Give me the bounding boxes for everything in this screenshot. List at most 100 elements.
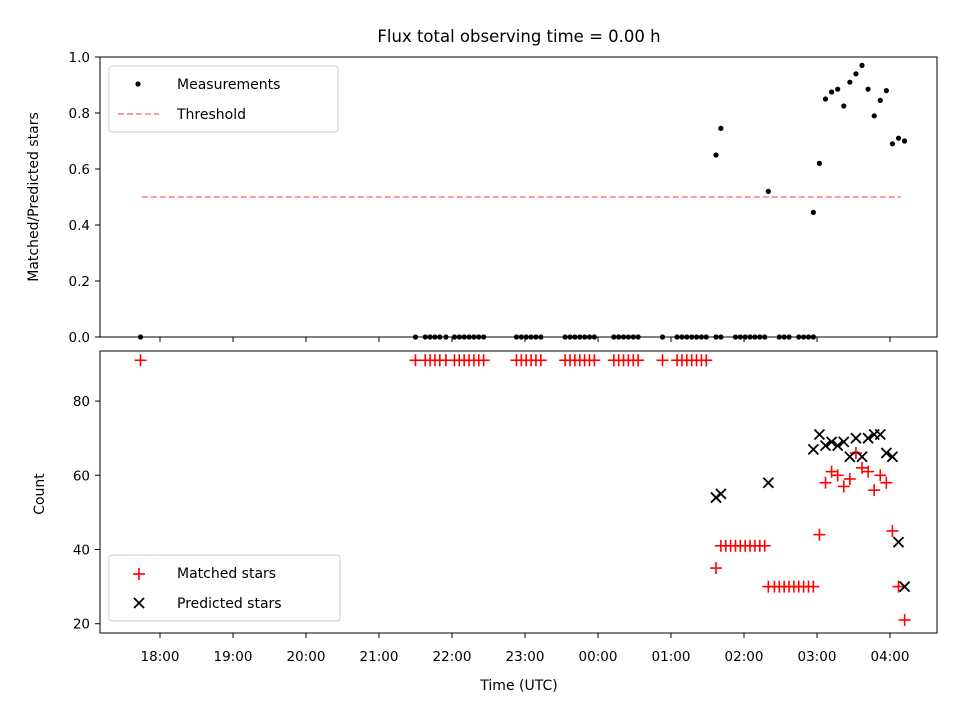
count-x-tick-label: 03:00 [798,649,837,665]
measurement-point [762,334,768,340]
matched-star-point [813,528,826,541]
count-panel-frame [99,350,938,634]
measurement-point [533,334,539,340]
ratio-legend-box [108,65,339,133]
measurement-point [591,334,597,340]
measurement-point [877,97,883,103]
measurement-point [816,160,823,166]
predicted-star-point [838,436,850,448]
matched-star-point [710,562,723,575]
matched-star-point [656,354,669,367]
measurement-point [822,96,829,102]
measurement-point [616,334,622,340]
count-x-tick-label: 21:00 [360,649,399,665]
legend-measurements-label: Measurements [177,77,280,93]
x-axis-label: Time (UTC) [479,678,557,694]
matched-star-point [868,484,881,497]
measurement-point [805,334,812,340]
matched-star-point [477,354,490,367]
measurement-point [471,334,477,340]
measurement-point [742,334,748,340]
predicted-star-point [819,439,832,452]
predicted-star-point [715,488,727,500]
measurement-point [572,334,578,340]
ratio-y-tick-label: 0.0 [69,330,90,346]
measurement-point [659,334,666,340]
measurement-point [841,103,847,109]
predicted-star-point [813,428,826,441]
measurement-point [765,188,771,194]
matched-star-point [831,469,844,482]
measurement-point [713,334,719,340]
ratio-y-tick-label: 1.0 [69,50,90,66]
measurement-point [674,334,680,340]
matched-star-point [819,476,832,489]
measurement-point [859,62,865,68]
count-x-ticks: 18:00 19:00 20:00 21:00 22:00 23:00 00:00 01:00… [141,633,909,665]
predicted-stars-series [710,428,911,593]
measurement-point [481,334,487,340]
measurement-point [586,334,593,340]
measurement-point [443,334,449,340]
measurement-point [625,334,632,340]
predicted-star-point [886,451,899,463]
matched-star-point [886,524,899,537]
ratio-y-ticks: 0.0 0.2 0.4 0.6 0.8 1.0 [69,50,100,346]
ratio-y-tick-label: 0.4 [69,218,90,234]
measurement-point [679,334,685,340]
measurement-point [847,79,853,85]
measurement-point [698,334,705,340]
measurement-point [476,334,482,340]
measurement-point [562,334,568,340]
predicted-star-point [832,439,844,452]
matched-star-point [862,465,875,478]
count-x-tick-label: 02:00 [725,649,764,665]
ratio-y-tick-label: 0.8 [69,106,90,122]
count-x-tick-label: 01:00 [652,649,691,665]
measurement-point [437,334,443,340]
matched-star-point [825,465,838,478]
measurement-point [523,334,529,340]
measurement-point [718,334,724,340]
measurement-point [713,152,719,158]
matched-star-point [758,539,771,552]
predicted-star-point [825,436,838,448]
measurement-point [757,334,763,340]
predicted-star-point [880,447,892,459]
count-y-axis-label: Count [32,473,48,515]
ratio-y-tick-label: 0.6 [69,162,90,178]
matched-star-point [843,473,856,486]
measurement-point [752,334,758,340]
legend-predicted-marker [133,597,145,609]
count-x-tick-label: 19:00 [214,649,253,665]
measurement-point [427,334,433,340]
measurement-point [693,334,700,340]
ratio-panel: 0.0 0.2 0.4 0.6 0.8 1.0 Matched/Predicted sta… [26,50,938,346]
measurement-point [786,334,792,340]
measurement-point [889,141,896,147]
legend-matched-marker [133,568,145,580]
measurement-point [620,334,627,340]
matched-star-point [898,614,911,627]
count-legend: Matched stars Predicted stars [108,554,341,622]
measurement-point [883,88,889,94]
count-x-tick-label: 00:00 [579,649,618,665]
predicted-star-point [862,432,874,444]
measurement-point [582,334,588,340]
measurement-point [432,334,438,340]
predicted-star-point [898,580,911,593]
measurement-point [538,334,544,340]
measurement-point [865,86,871,92]
predicted-star-point [874,428,886,441]
measurements-series [137,62,908,340]
matched-star-point [849,447,862,460]
count-x-tick-label: 22:00 [433,649,472,665]
predicted-star-point [856,451,868,463]
count-y-tick-label: 20 [73,617,90,633]
measurement-point [513,334,520,340]
measurement-point [422,334,428,340]
measurement-point [747,334,753,340]
predicted-star-point [762,477,774,489]
measurement-point [853,71,859,77]
